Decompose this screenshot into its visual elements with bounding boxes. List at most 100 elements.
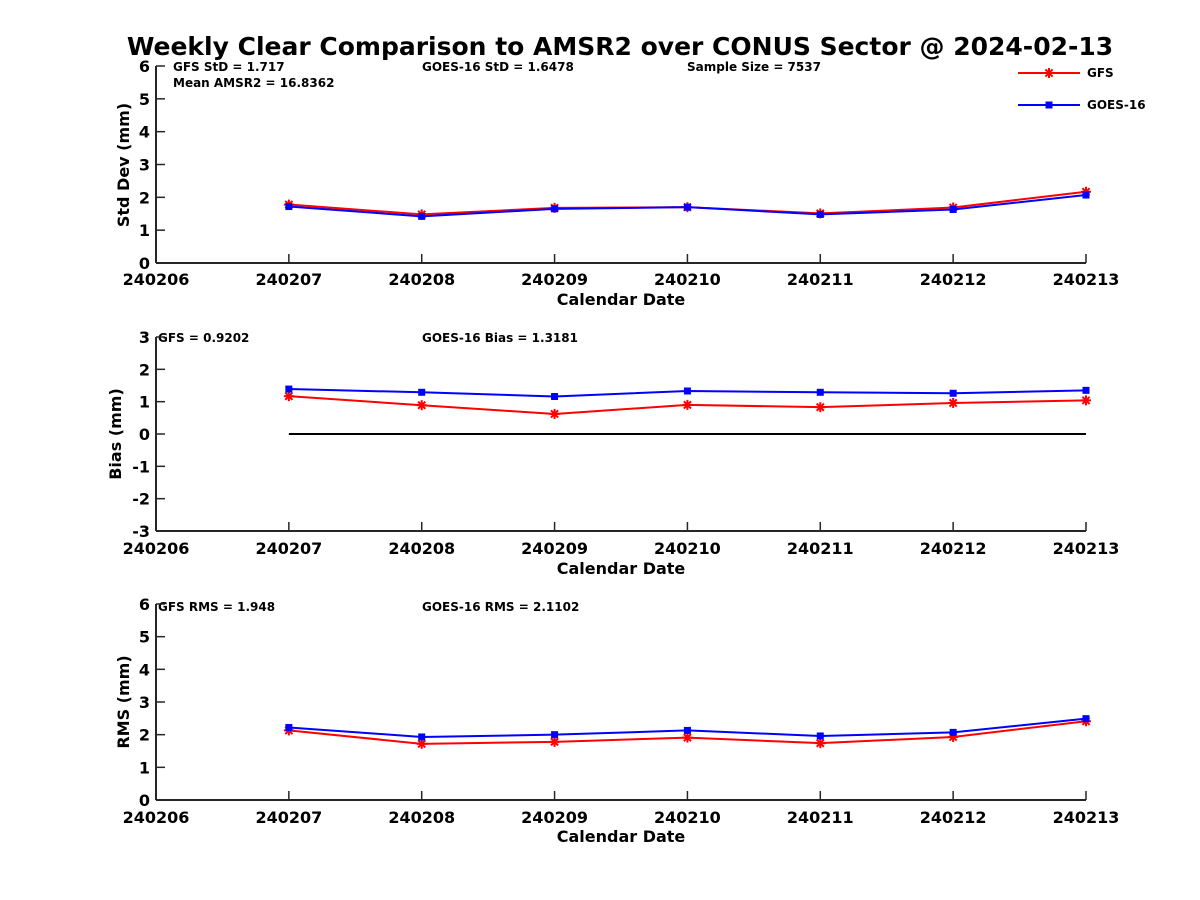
y-axis-label: RMS (mm) (114, 655, 133, 748)
goes16-data-point (683, 203, 691, 211)
gfs-data-point (416, 738, 427, 749)
y-ticks: 0 1 2 3 4 5 6 (139, 595, 165, 810)
y-tick-label: 3 (139, 693, 150, 712)
x-tick-label: 240210 (654, 808, 721, 827)
x-axis-label: Calendar Date (557, 559, 686, 578)
y-tick-label: 2 (139, 360, 150, 379)
x-tick-label: 240213 (1053, 539, 1120, 558)
x-tick-label: 240212 (920, 270, 987, 289)
std-dev-legend: GFS GOES-16 (1018, 66, 1146, 112)
goes16-data-point (683, 726, 691, 734)
y-tick-label: 3 (139, 156, 150, 175)
y-tick-label: 0 (139, 791, 150, 810)
x-tick-label: 240206 (123, 539, 190, 558)
x-tick-label: 240210 (654, 539, 721, 558)
x-tick-label: 240212 (920, 808, 987, 827)
goes16-data-point (285, 385, 293, 393)
x-tick-label: 240213 (1053, 808, 1120, 827)
y-tick-label: 5 (139, 90, 150, 109)
y-axis-label: Bias (mm) (106, 388, 125, 480)
goes16-data-point (949, 389, 957, 397)
y-tick-label: 0 (139, 254, 150, 273)
std-dev-series (283, 186, 1091, 220)
y-ticks: -3 -2 -1 0 1 2 3 (132, 328, 165, 541)
gfs-data-point (682, 732, 693, 743)
gfs-rms-annotation: GFS RMS = 1.948 (158, 600, 275, 614)
legend-gfs-label: GFS (1087, 66, 1114, 80)
x-axis-label: Calendar Date (557, 827, 686, 846)
y-tick-label: -1 (132, 457, 150, 476)
x-tick-label: 240206 (123, 808, 190, 827)
bias-series (283, 385, 1091, 419)
goes16-data-point (683, 387, 691, 395)
x-tick-label: 240211 (787, 539, 854, 558)
y-tick-label: 1 (139, 758, 150, 777)
rms-series (283, 715, 1091, 749)
x-tick-label: 240209 (521, 270, 588, 289)
gfs-data-point (948, 397, 959, 408)
y-tick-label: 6 (139, 57, 150, 76)
rms-panel: GFS RMS = 1.948 GOES-16 RMS = 2.1102 0 1 2… (114, 595, 1119, 846)
x-tick-label: 240210 (654, 270, 721, 289)
x-tick-label: 240212 (920, 539, 987, 558)
legend-gfs-marker (1044, 68, 1054, 78)
x-tick-label: 240213 (1053, 270, 1120, 289)
goes16-data-point (1082, 715, 1090, 723)
y-ticks: 0 1 2 3 4 5 6 (139, 57, 165, 273)
y-tick-label: 4 (139, 660, 150, 679)
goes16-data-point (551, 392, 559, 400)
x-tick-label: 240209 (521, 808, 588, 827)
gfs-data-point (549, 736, 560, 747)
goes16-data-point (285, 203, 293, 211)
x-tick-label: 240209 (521, 539, 588, 558)
x-tick-label: 240207 (255, 270, 322, 289)
legend-goes16-label: GOES-16 (1087, 98, 1146, 112)
x-tick-label: 240207 (255, 808, 322, 827)
y-tick-label: 3 (139, 328, 150, 347)
goes16-data-point (551, 731, 559, 739)
goes16-data-point (816, 732, 824, 740)
goes16-rms-annotation: GOES-16 RMS = 2.1102 (422, 600, 579, 614)
x-ticks: 240206 240207 240208 240209 240210 240211 2402… (123, 522, 1120, 558)
std-dev-panel: GFS StD = 1.717 Mean AMSR2 = 16.8362 GOE… (114, 57, 1146, 309)
gfs-data-point (283, 391, 294, 402)
gfs-data-point (1081, 395, 1091, 406)
x-tick-label: 240208 (388, 270, 455, 289)
sample-size-annotation: Sample Size = 7537 (687, 60, 821, 74)
gfs-data-point (416, 400, 427, 411)
bias-panel: GFS = 0.9202 GOES-16 Bias = 1.3181 -3-2-… (106, 328, 1119, 578)
gfs-data-point (815, 738, 826, 749)
x-tick-label: 240211 (787, 270, 854, 289)
goes16-data-point (1082, 191, 1090, 199)
y-tick-label: 2 (139, 726, 150, 745)
gfs-std-annotation: GFS StD = 1.717 (173, 60, 285, 74)
x-axis-label: Calendar Date (557, 290, 686, 309)
gfs-bias-annotation: GFS = 0.9202 (158, 331, 249, 345)
y-tick-label: 6 (139, 595, 150, 614)
x-tick-label: 240208 (388, 539, 455, 558)
y-tick-label: -2 (132, 490, 150, 509)
goes16-data-point (1082, 386, 1090, 394)
y-tick-label: -3 (132, 522, 150, 541)
goes16-data-point (285, 723, 293, 731)
goes16-data-point (816, 388, 824, 396)
y-tick-label: 5 (139, 628, 150, 647)
y-tick-label: 0 (139, 425, 150, 444)
y-tick-label: 1 (139, 221, 150, 240)
goes16-data-point (551, 205, 559, 213)
y-tick-label: 1 (139, 393, 150, 412)
gfs-data-point (815, 402, 826, 413)
y-axis-label: Std Dev (mm) (114, 103, 133, 227)
x-ticks: 240206 240207 240208 240209 240210 240211 2402… (123, 254, 1120, 289)
mean-amsr2-annotation: Mean AMSR2 = 16.8362 (173, 76, 334, 90)
x-tick-label: 240206 (123, 270, 190, 289)
x-tick-label: 240207 (255, 539, 322, 558)
chart-title: Weekly Clear Comparison to AMSR2 over CO… (127, 32, 1113, 61)
goes16-data-point (949, 205, 957, 213)
goes16-data-point (816, 210, 824, 218)
legend-goes16-marker (1045, 101, 1053, 109)
y-tick-label: 4 (139, 123, 150, 142)
goes16-bias-annotation: GOES-16 Bias = 1.3181 (422, 331, 578, 345)
x-tick-label: 240208 (388, 808, 455, 827)
goes16-data-point (418, 388, 426, 396)
